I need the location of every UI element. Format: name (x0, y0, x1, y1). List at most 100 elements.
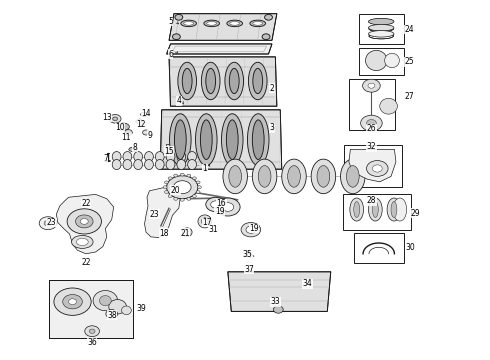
Ellipse shape (223, 159, 247, 194)
Ellipse shape (177, 159, 186, 170)
Ellipse shape (143, 130, 149, 135)
Ellipse shape (72, 235, 93, 248)
Text: 38: 38 (107, 310, 117, 320)
Text: 18: 18 (159, 229, 169, 238)
Circle shape (39, 217, 57, 230)
Ellipse shape (188, 159, 196, 170)
Bar (349, 79, 395, 130)
Text: 20: 20 (171, 186, 180, 195)
Ellipse shape (311, 159, 336, 194)
Text: 13: 13 (102, 113, 112, 122)
Circle shape (67, 209, 101, 234)
Ellipse shape (123, 152, 132, 162)
Ellipse shape (252, 120, 264, 159)
Text: 5: 5 (168, 17, 173, 26)
Polygon shape (169, 14, 277, 40)
Ellipse shape (123, 159, 132, 170)
Circle shape (367, 161, 388, 176)
Circle shape (106, 310, 118, 318)
Ellipse shape (207, 22, 217, 25)
Text: 22: 22 (81, 258, 91, 266)
Text: 2: 2 (270, 84, 274, 93)
Ellipse shape (145, 159, 153, 170)
Ellipse shape (198, 215, 212, 228)
Ellipse shape (166, 159, 175, 170)
Ellipse shape (170, 114, 191, 166)
Ellipse shape (288, 166, 300, 187)
Circle shape (173, 181, 191, 194)
Circle shape (193, 195, 196, 198)
Text: 4: 4 (176, 96, 181, 105)
Ellipse shape (346, 166, 359, 187)
Circle shape (163, 186, 167, 189)
Ellipse shape (230, 22, 240, 25)
Text: 24: 24 (405, 25, 415, 34)
Ellipse shape (253, 22, 263, 25)
Circle shape (363, 79, 380, 92)
Circle shape (174, 174, 178, 177)
Polygon shape (145, 187, 180, 238)
Circle shape (109, 114, 121, 123)
Bar (359, 14, 404, 44)
Text: 9: 9 (147, 131, 152, 140)
Text: 14: 14 (141, 109, 151, 118)
Circle shape (172, 34, 180, 40)
Ellipse shape (372, 202, 378, 217)
Text: 25: 25 (405, 58, 415, 67)
Text: 10: 10 (115, 123, 125, 132)
Text: 36: 36 (87, 338, 97, 347)
Text: 23: 23 (47, 218, 56, 227)
Circle shape (168, 195, 172, 198)
Ellipse shape (129, 147, 138, 152)
Ellipse shape (181, 20, 196, 27)
Ellipse shape (385, 53, 399, 68)
Ellipse shape (166, 152, 175, 162)
Ellipse shape (366, 50, 387, 71)
Circle shape (168, 177, 172, 180)
Text: 7: 7 (103, 154, 108, 163)
Ellipse shape (354, 202, 360, 217)
Ellipse shape (350, 198, 364, 221)
Polygon shape (228, 272, 331, 311)
Circle shape (165, 190, 169, 193)
Circle shape (196, 190, 200, 193)
Circle shape (372, 165, 382, 172)
Circle shape (216, 198, 240, 216)
Bar (49, 280, 133, 338)
Ellipse shape (393, 198, 407, 221)
Ellipse shape (341, 159, 365, 194)
Ellipse shape (136, 119, 143, 124)
Ellipse shape (188, 152, 196, 162)
Ellipse shape (118, 123, 129, 130)
Circle shape (174, 197, 178, 200)
Circle shape (180, 198, 184, 201)
Ellipse shape (177, 152, 186, 162)
Ellipse shape (282, 159, 306, 194)
Ellipse shape (368, 31, 394, 37)
Circle shape (165, 181, 169, 184)
Bar (344, 145, 402, 187)
Text: 6: 6 (168, 50, 173, 59)
Ellipse shape (225, 62, 244, 100)
Ellipse shape (145, 152, 153, 162)
Circle shape (175, 14, 183, 20)
Ellipse shape (253, 68, 263, 94)
Text: 8: 8 (132, 143, 137, 152)
Ellipse shape (250, 20, 266, 27)
Ellipse shape (112, 152, 121, 162)
Circle shape (262, 34, 270, 40)
Circle shape (211, 201, 220, 208)
Ellipse shape (109, 300, 126, 314)
Ellipse shape (391, 202, 397, 217)
Ellipse shape (221, 114, 243, 166)
Circle shape (246, 226, 256, 233)
Ellipse shape (134, 159, 143, 170)
Ellipse shape (380, 98, 397, 114)
Ellipse shape (122, 306, 131, 315)
Text: 28: 28 (367, 197, 376, 206)
Circle shape (63, 294, 82, 309)
Ellipse shape (134, 152, 143, 162)
Text: 19: 19 (215, 207, 224, 216)
Ellipse shape (206, 68, 216, 94)
Circle shape (222, 203, 234, 211)
